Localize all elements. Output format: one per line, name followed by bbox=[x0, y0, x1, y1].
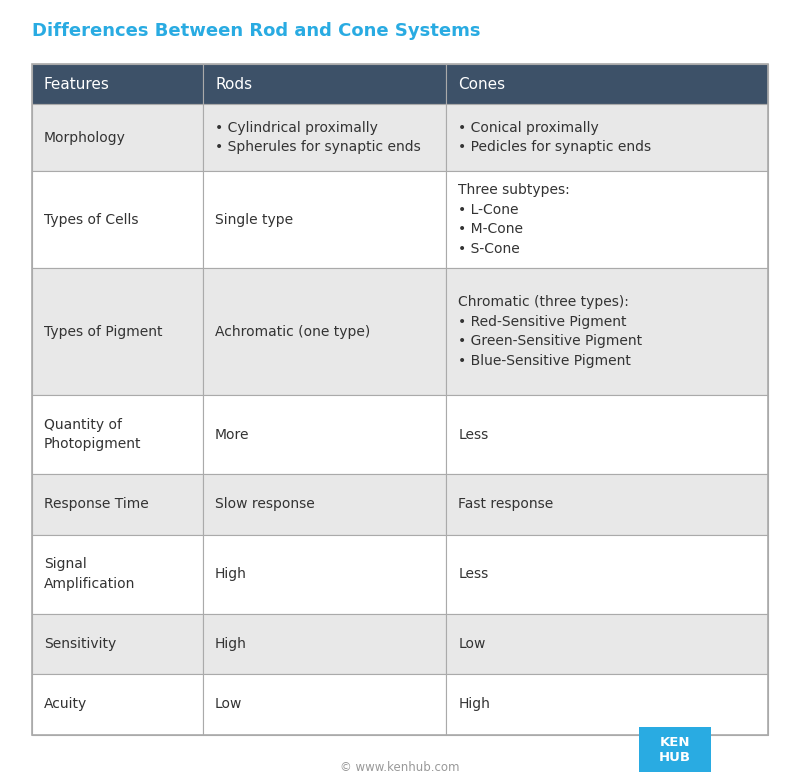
Text: Rods: Rods bbox=[215, 77, 252, 92]
Text: © www.kenhub.com: © www.kenhub.com bbox=[340, 761, 460, 774]
Bar bbox=[203, 395, 446, 474]
Bar bbox=[446, 474, 768, 535]
Text: Single type: Single type bbox=[215, 212, 293, 226]
Bar bbox=[446, 395, 768, 474]
Text: Types of Cells: Types of Cells bbox=[44, 212, 138, 226]
Bar bbox=[32, 268, 203, 395]
Bar bbox=[446, 171, 768, 268]
Text: Low: Low bbox=[215, 698, 242, 712]
Text: More: More bbox=[215, 428, 250, 442]
Text: Acuity: Acuity bbox=[44, 698, 87, 712]
Bar bbox=[32, 63, 203, 104]
Bar bbox=[32, 63, 768, 734]
Text: High: High bbox=[215, 637, 247, 651]
Text: KEN
HUB: KEN HUB bbox=[659, 735, 691, 763]
Text: Cones: Cones bbox=[458, 77, 506, 92]
Text: • Cylindrical proximally
• Spherules for synaptic ends: • Cylindrical proximally • Spherules for… bbox=[215, 121, 421, 154]
Bar bbox=[32, 535, 203, 614]
Text: High: High bbox=[215, 567, 247, 581]
Text: Low: Low bbox=[458, 637, 486, 651]
Bar bbox=[446, 268, 768, 395]
Bar bbox=[203, 535, 446, 614]
Text: Three subtypes:
• L-Cone
• M-Cone
• S-Cone: Three subtypes: • L-Cone • M-Cone • S-Co… bbox=[458, 183, 570, 256]
Bar bbox=[203, 474, 446, 535]
Text: Fast response: Fast response bbox=[458, 497, 554, 511]
Bar bbox=[32, 474, 203, 535]
Bar bbox=[32, 614, 203, 674]
Text: High: High bbox=[458, 698, 490, 712]
Text: Slow response: Slow response bbox=[215, 497, 314, 511]
Bar bbox=[203, 171, 446, 268]
Text: Sensitivity: Sensitivity bbox=[44, 637, 116, 651]
Bar bbox=[446, 63, 768, 104]
Bar bbox=[203, 63, 446, 104]
Bar bbox=[203, 674, 446, 734]
Text: Differences Between Rod and Cone Systems: Differences Between Rod and Cone Systems bbox=[32, 23, 480, 41]
Text: • Conical proximally
• Pedicles for synaptic ends: • Conical proximally • Pedicles for syna… bbox=[458, 121, 651, 154]
Text: Less: Less bbox=[458, 428, 489, 442]
Text: Quantity of
Photopigment: Quantity of Photopigment bbox=[44, 418, 141, 452]
Bar bbox=[32, 171, 203, 268]
Bar bbox=[32, 395, 203, 474]
Bar bbox=[203, 104, 446, 171]
Bar bbox=[446, 614, 768, 674]
Text: Features: Features bbox=[44, 77, 110, 92]
Bar bbox=[446, 674, 768, 734]
Bar bbox=[446, 104, 768, 171]
Text: Less: Less bbox=[458, 567, 489, 581]
Text: Response Time: Response Time bbox=[44, 497, 148, 511]
Bar bbox=[639, 727, 711, 772]
Text: Signal
Amplification: Signal Amplification bbox=[44, 557, 135, 591]
Text: Achromatic (one type): Achromatic (one type) bbox=[215, 325, 370, 339]
Text: Types of Pigment: Types of Pigment bbox=[44, 325, 162, 339]
Bar bbox=[203, 614, 446, 674]
Bar bbox=[446, 535, 768, 614]
Bar bbox=[32, 674, 203, 734]
Text: Morphology: Morphology bbox=[44, 131, 126, 145]
Bar bbox=[203, 268, 446, 395]
Bar bbox=[32, 104, 203, 171]
Text: Chromatic (three types):
• Red-Sensitive Pigment
• Green-Sensitive Pigment
• Blu: Chromatic (three types): • Red-Sensitive… bbox=[458, 295, 642, 368]
